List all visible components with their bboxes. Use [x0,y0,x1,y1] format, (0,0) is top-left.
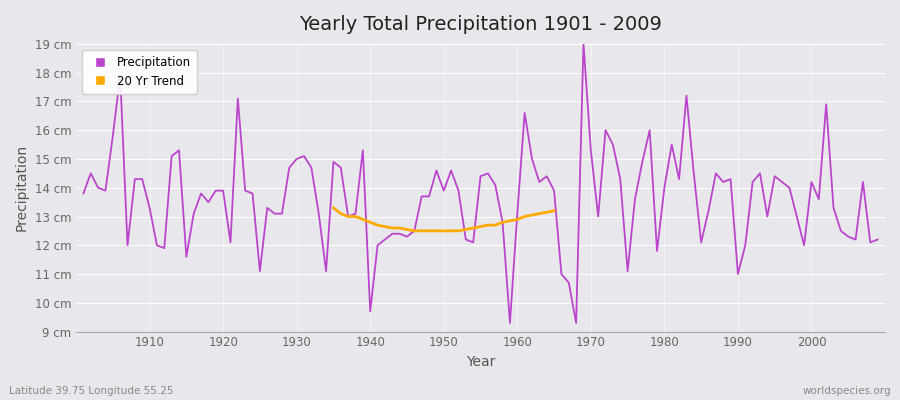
20 Yr Trend [453,228,464,233]
20 Yr Trend [541,210,552,214]
20 Yr Trend [417,228,428,233]
20 Yr Trend [380,224,391,229]
20 Yr Trend [350,214,361,219]
20 Yr Trend [409,228,419,233]
20 Yr Trend [357,217,368,222]
20 Yr Trend [519,214,530,219]
Precipitation [343,214,354,219]
20 Yr Trend [497,220,508,225]
20 Yr Trend [534,211,544,216]
20 Yr Trend [438,228,449,233]
20 Yr Trend [461,227,472,232]
20 Yr Trend [490,223,500,228]
20 Yr Trend [446,228,456,233]
20 Yr Trend [336,211,346,216]
20 Yr Trend [424,228,435,233]
Precipitation [578,42,589,46]
20 Yr Trend [394,226,405,230]
20 Yr Trend [343,214,354,219]
X-axis label: Year: Year [466,355,495,369]
Precipitation [872,237,883,242]
Title: Yearly Total Precipitation 1901 - 2009: Yearly Total Precipitation 1901 - 2009 [299,15,662,34]
20 Yr Trend [475,224,486,229]
Line: 20 Yr Trend: 20 Yr Trend [333,208,554,231]
20 Yr Trend [364,220,375,225]
Precipitation [299,154,310,158]
20 Yr Trend [387,226,398,230]
Text: worldspecies.org: worldspecies.org [803,386,891,396]
Precipitation [137,177,148,182]
20 Yr Trend [526,213,537,218]
20 Yr Trend [328,206,338,210]
20 Yr Trend [401,227,412,232]
20 Yr Trend [373,223,383,228]
Precipitation [505,320,516,325]
20 Yr Trend [468,226,479,230]
Precipitation [519,110,530,115]
20 Yr Trend [482,223,493,228]
Y-axis label: Precipitation: Precipitation [15,144,29,231]
20 Yr Trend [549,208,560,213]
Precipitation [78,191,89,196]
Precipitation [512,211,523,216]
Precipitation [615,177,626,182]
20 Yr Trend [505,218,516,223]
Text: Latitude 39.75 Longitude 55.25: Latitude 39.75 Longitude 55.25 [9,386,174,396]
20 Yr Trend [512,217,523,222]
Legend: Precipitation, 20 Yr Trend: Precipitation, 20 Yr Trend [82,50,197,94]
Line: Precipitation: Precipitation [84,44,878,323]
20 Yr Trend [431,228,442,233]
